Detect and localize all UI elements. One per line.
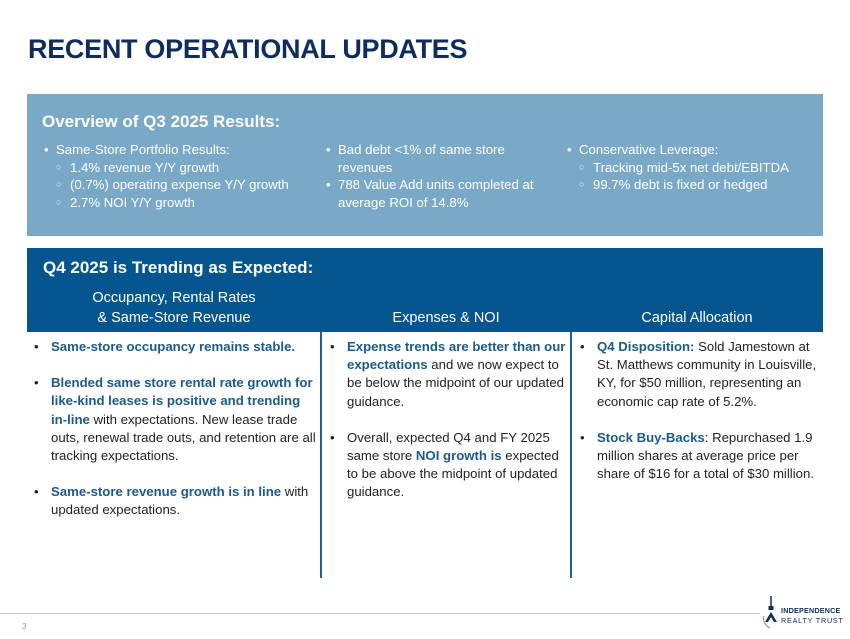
overview-sub-bullet: ○ Tracking mid-5x net debt/EBITDA	[579, 159, 789, 175]
overview-sub-bullet: ○ 1.4% revenue Y/Y growth	[56, 159, 220, 175]
column-header-expenses: Expenses & NOI	[392, 310, 500, 326]
overview-column-bad-debt: • Bad debt <1% of same store revenues • …	[326, 141, 556, 211]
overview-bullet: • Bad debt <1% of same store revenues	[326, 142, 505, 175]
list-item: • Same-store occupancy remains stable.	[27, 338, 319, 356]
capitol-dome-icon	[763, 596, 777, 629]
overview-sub-bullet: ○ 99.7% debt is fixed or hedged	[579, 177, 768, 192]
column-header-capital: Capital Allocation	[641, 310, 753, 326]
bullet-icon: •	[567, 142, 572, 157]
circle-bullet-icon: ○	[579, 179, 585, 189]
overview-sub-bullet: ○ (0.7%) operating expense Y/Y growth	[56, 177, 289, 192]
overview-bullet: • 788 Value Add units completed at avera…	[326, 177, 534, 210]
bullet-icon: •	[44, 142, 49, 157]
bullet-icon: •	[326, 177, 331, 192]
list-item: • Overall, expected Q4 and FY 2025 same …	[323, 429, 568, 502]
overview-sub-bullet: ○ 2.7% NOI Y/Y growth	[56, 194, 195, 210]
bullet-icon: •	[34, 484, 39, 500]
bullet-icon: •	[34, 375, 39, 391]
overview-bullet: • Conservative Leverage:	[567, 142, 719, 157]
circle-bullet-icon: ○	[579, 161, 585, 172]
bullet-icon: •	[330, 339, 335, 354]
bullet-icon: •	[580, 339, 585, 354]
trend-header-panel: Q4 2025 is Trending as Expected: Occupan…	[27, 248, 823, 332]
circle-bullet-icon: ○	[56, 179, 62, 189]
list-item: • Q4 Disposition: Sold Jamestown at St. …	[573, 338, 823, 411]
bullet-icon: •	[34, 339, 39, 354]
column-divider	[320, 332, 322, 578]
circle-bullet-icon: ○	[56, 196, 62, 207]
logo-text-line2: REALTY TRUST	[781, 616, 844, 625]
expenses-column: • Expense trends are better than our exp…	[323, 338, 568, 520]
capital-column: • Q4 Disposition: Sold Jamestown at St. …	[573, 338, 823, 501]
bullet-icon: •	[330, 429, 335, 445]
trend-heading: Q4 2025 is Trending as Expected:	[43, 258, 314, 277]
list-item: • Expense trends are better than our exp…	[323, 338, 568, 411]
overview-column-leverage: • Conservative Leverage: ○ Tracking mid-…	[567, 141, 817, 194]
logo-text-line1: INDEPENDENCE	[781, 606, 841, 615]
list-item: • Blended same store rental rate growth …	[27, 374, 319, 465]
list-item: • Stock Buy-Backs: Repurchased 1.9 milli…	[573, 429, 823, 484]
overview-heading: Overview of Q3 2025 Results:	[42, 112, 281, 131]
page-number: 3	[22, 622, 27, 631]
list-item: • Same-store revenue growth is in line w…	[27, 483, 319, 519]
page-title: RECENT OPERATIONAL UPDATES	[28, 34, 468, 64]
overview-bullet: • Same-Store Portfolio Results:	[44, 142, 230, 157]
circle-bullet-icon: ○	[56, 161, 62, 172]
bullet-icon: •	[326, 142, 331, 157]
footer-divider	[0, 613, 760, 614]
column-divider	[570, 332, 572, 578]
overview-column-portfolio: • Same-Store Portfolio Results: ○ 1.4% r…	[44, 141, 324, 211]
bullet-icon: •	[580, 429, 585, 445]
occupancy-column: • Same-store occupancy remains stable. •…	[27, 338, 319, 538]
overview-panel: Overview of Q3 2025 Results: • Same-Stor…	[27, 94, 823, 236]
column-header-occupancy: Occupancy, Rental Rates & Same-Store Rev…	[92, 290, 256, 326]
company-logo: INDEPENDENCE REALTY TRUST	[760, 594, 850, 634]
